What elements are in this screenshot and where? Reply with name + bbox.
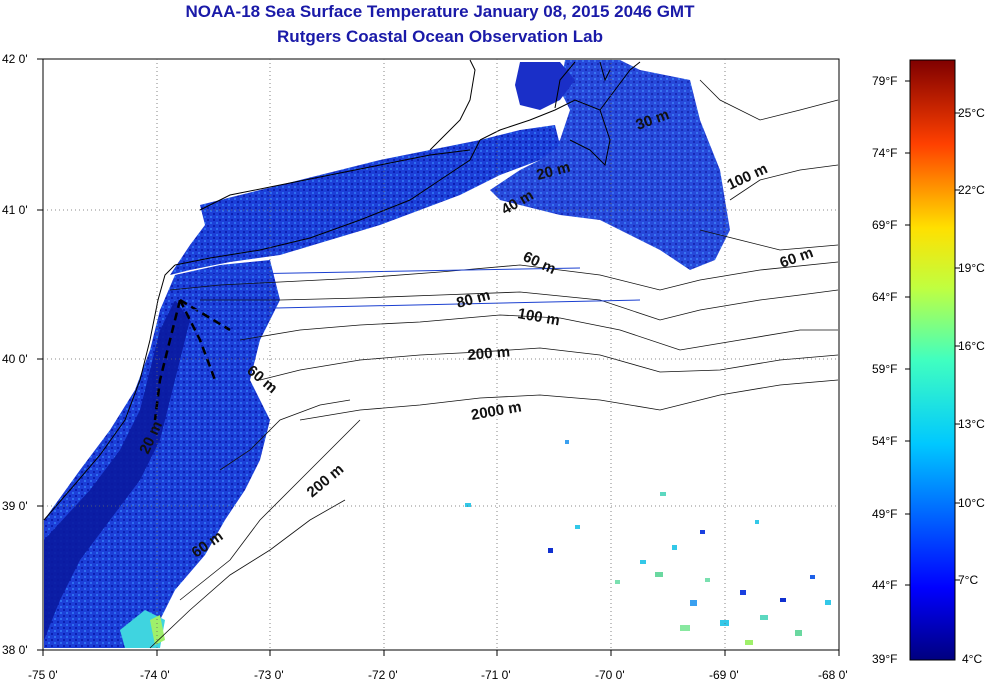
colorbar-f-label: 49°F [872, 507, 898, 521]
colorbar-f-label: 69°F [872, 218, 898, 232]
depth-label: 200 m [467, 343, 511, 364]
lon-label: -74 0' [140, 668, 170, 682]
map-title: NOAA-18 Sea Surface Temperature January … [185, 2, 695, 21]
colorbar-f-label: 59°F [872, 362, 898, 376]
colorbar-c-label: 22°C [958, 183, 985, 197]
lon-label: -75 0' [28, 668, 58, 682]
lon-label: -68 0' [818, 668, 848, 682]
lat-label: 40 0' [2, 352, 28, 366]
colorbar-f-label: 74°F [872, 146, 898, 160]
sst-north-strip [515, 62, 575, 110]
lon-label: -72 0' [368, 668, 398, 682]
sst-nj-inner [44, 300, 190, 640]
colorbar-f-label: 54°F [872, 434, 898, 448]
colorbar-f-label: 79°F [872, 74, 898, 88]
colorbar [909, 59, 956, 661]
axis-ticks [37, 58, 840, 656]
sst-offshore-pixels [465, 440, 831, 645]
sst-nj-shelf-patch [44, 260, 280, 648]
colorbar-c-label: 13°C [958, 417, 985, 431]
coastline [43, 59, 641, 521]
sst-northeast-patch [490, 60, 730, 270]
colorbar-c-label: 7°C [958, 573, 979, 587]
lon-label: -71 0' [481, 668, 511, 682]
transect-lines [179, 267, 641, 311]
lat-label: 42 0' [2, 52, 28, 66]
lat-label: 38 0' [2, 643, 28, 657]
grid-lines [43, 59, 839, 650]
colorbar-c-label: 19°C [958, 261, 985, 275]
colorbar-c-label: 4°C [962, 652, 983, 666]
lat-label: 39 0' [2, 499, 28, 513]
map-subtitle: Rutgers Coastal Ocean Observation Lab [277, 27, 603, 46]
depth-labels: 30 m 20 m 40 m 100 m 60 m 60 m 80 m 100 … [136, 106, 815, 561]
sst-sound-patch [170, 125, 560, 275]
lon-label: -73 0' [254, 668, 284, 682]
colorbar-c-label: 10°C [958, 496, 985, 510]
lon-label: -70 0' [595, 668, 625, 682]
colorbar-ticks [905, 80, 960, 586]
colorbar-c-label: 16°C [958, 339, 985, 353]
lon-label: -69 0' [709, 668, 739, 682]
colorbar-c-label: 25°C [958, 106, 985, 120]
colorbar-f-label: 64°F [872, 290, 898, 304]
colorbar-f-label: 44°F [872, 578, 898, 592]
bathymetry-contours [149, 79, 839, 649]
colorbar-f-label: 39°F [872, 652, 898, 666]
lat-label: 41 0' [2, 203, 28, 217]
shipping-lanes [153, 298, 231, 421]
